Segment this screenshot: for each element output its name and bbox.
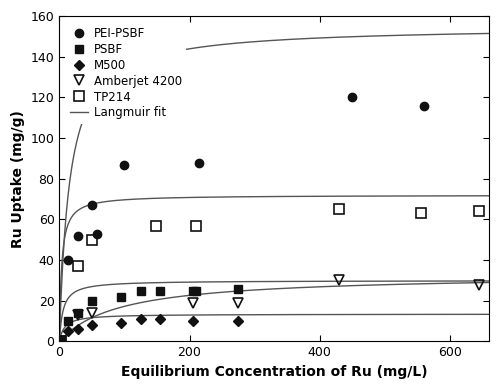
Y-axis label: Ru Uptake (mg/g): Ru Uptake (mg/g) [11,110,25,248]
Legend: PEI-PSBF, PSBF, M500, Amberjet 4200, TP214, Langmuir fit: PEI-PSBF, PSBF, M500, Amberjet 4200, TP2… [66,22,186,124]
X-axis label: Equilibrium Concentration of Ru (mg/L): Equilibrium Concentration of Ru (mg/L) [121,365,428,379]
